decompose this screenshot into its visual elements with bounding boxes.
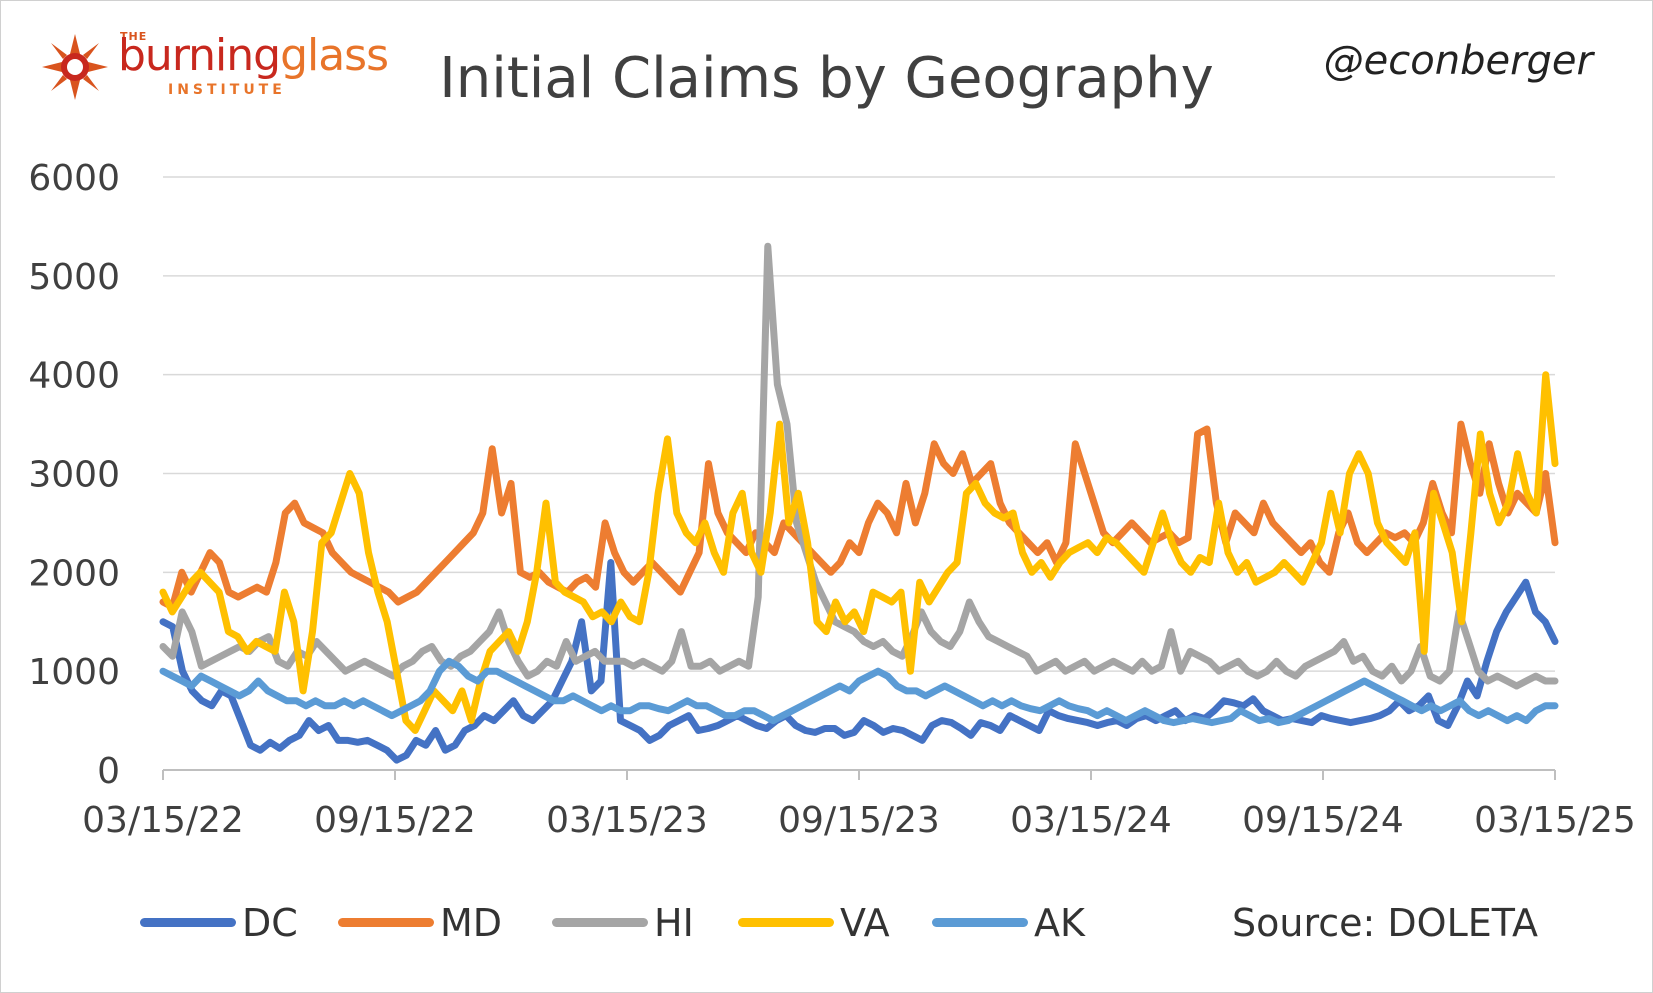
legend-swatch-ak (932, 918, 1028, 927)
x-tick-label: 09/15/24 (1242, 800, 1404, 841)
y-tick-label: 1000 (28, 652, 120, 693)
legend-label-md: MD (440, 901, 503, 945)
legend-swatch-md (338, 918, 434, 927)
chart-title: Initial Claims by Geography (439, 46, 1214, 111)
y-tick-label: 2000 (28, 553, 120, 594)
legend-label-dc: DC (242, 901, 298, 945)
logo-institute-text: INSTITUTE (168, 82, 286, 98)
series-lines (159, 242, 1559, 764)
source-note: Source: DOLETA (1232, 901, 1539, 945)
x-tick-label: 03/15/22 (82, 800, 244, 841)
y-tick-label: 3000 (28, 455, 120, 496)
gridlines (163, 176, 1555, 672)
y-tick-label: 5000 (28, 257, 120, 298)
x-tick-label: 03/15/23 (546, 800, 708, 841)
y-axis-ticks: 0 1000 2000 3000 4000 5000 6000 (28, 158, 120, 792)
legend-swatch-va (738, 918, 834, 927)
legend-label-hi: HI (654, 901, 694, 945)
x-tick-label: 09/15/22 (314, 800, 476, 841)
sun-logo-icon (42, 34, 108, 100)
y-tick-label: 6000 (28, 158, 120, 199)
series-line-ak (159, 657, 1559, 727)
x-tick-label: 03/15/25 (1474, 800, 1636, 841)
x-axis: 03/15/22 09/15/22 03/15/23 09/15/23 03/15/24… (82, 769, 1636, 841)
chart-title-wrap: Initial Claims by Geography (0, 46, 1653, 111)
series-line-md (159, 420, 1559, 611)
logo-word-glass: glass (280, 30, 389, 81)
legend-label-ak: AK (1034, 901, 1085, 945)
y-tick-label: 4000 (28, 356, 120, 397)
burning-glass-logo: THE burningglass INSTITUTE (40, 30, 400, 100)
series-line-dc (159, 559, 1559, 764)
x-tick-label: 03/15/24 (1010, 800, 1172, 841)
y-tick-label: 0 (97, 751, 120, 792)
legend-swatch-hi (552, 918, 648, 927)
legend-swatch-dc (140, 918, 236, 927)
x-tick-label: 09/15/23 (778, 800, 940, 841)
logo-word-burning: burning (118, 30, 281, 81)
author-handle: @econberger (1323, 38, 1593, 84)
series-line-va (159, 371, 1559, 734)
legend: DC MD HI VA AK (140, 898, 1540, 948)
logo-wordmark: burningglass (118, 34, 389, 78)
legend-label-va: VA (840, 901, 890, 945)
logo-the-text: THE (120, 30, 148, 43)
